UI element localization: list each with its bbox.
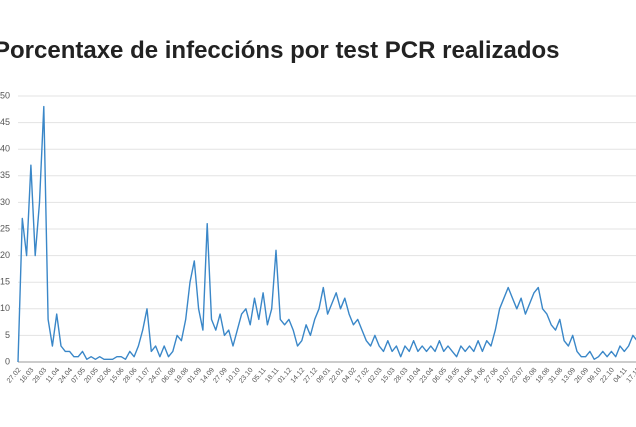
y-tick-label: 40 (0, 144, 10, 154)
x-tick-label: 22.10 (599, 367, 616, 385)
chart-title: Porcentaxe de infeccións por test PCR re… (0, 37, 560, 64)
x-tick-label: 17.11 (625, 367, 636, 385)
y-tick-label: 35 (0, 170, 10, 180)
data-line (17, 105, 636, 363)
x-tick-label: 28.06 (122, 367, 139, 385)
y-tick-label: 50 (0, 90, 10, 100)
y-tick-label: 15 (0, 277, 10, 287)
y-tick-label: 30 (0, 197, 10, 207)
y-tick-label: 45 (0, 117, 10, 127)
y-tick-label: 0 (5, 356, 10, 366)
y-tick-label: 25 (0, 223, 10, 233)
x-tick-label: 23.10 (238, 367, 255, 385)
x-tick-label: 29.03 (32, 367, 49, 385)
y-tick-label: 20 (0, 250, 10, 260)
y-tick-label: 10 (0, 303, 10, 313)
y-tick-label: 5 (5, 330, 10, 340)
